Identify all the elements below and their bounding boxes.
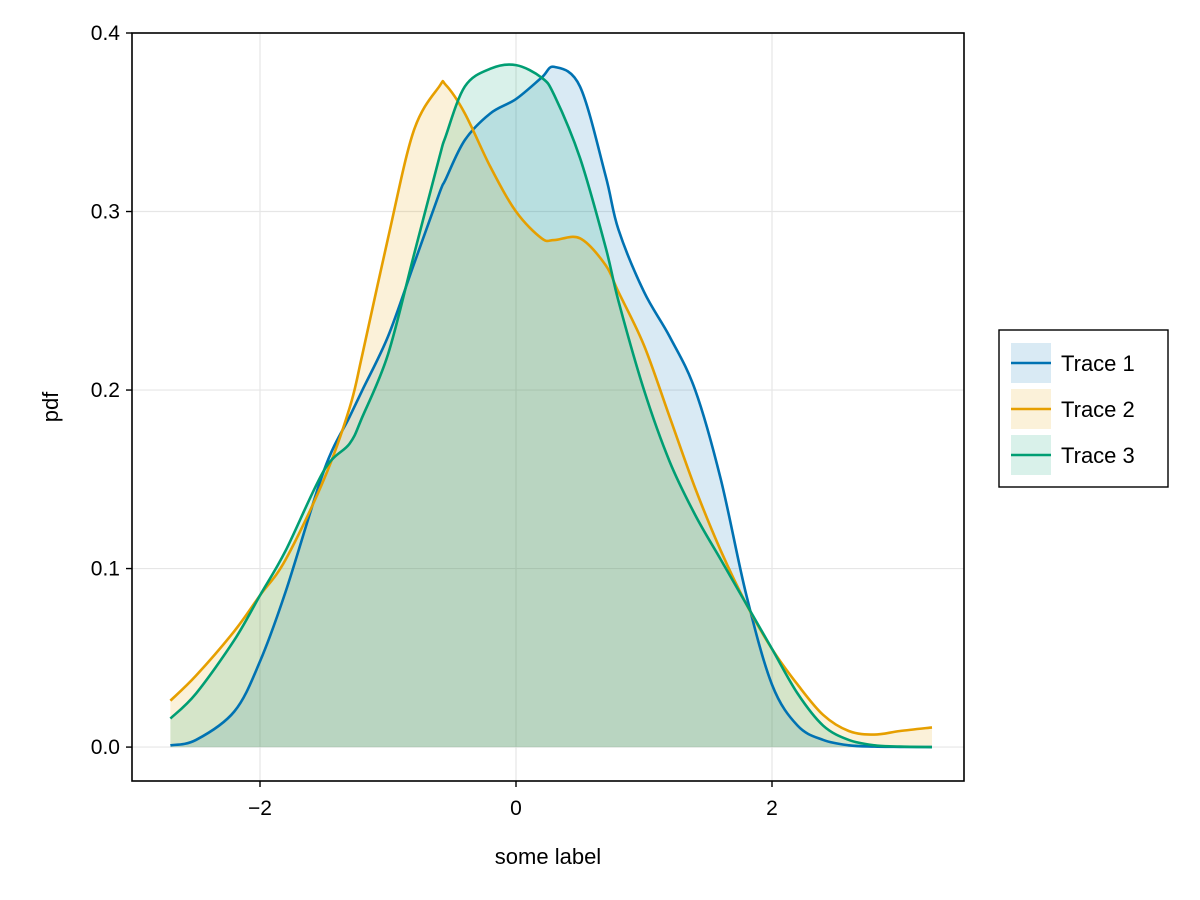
legend-label: Trace 2 [1061, 397, 1135, 422]
series-area-3 [170, 64, 932, 748]
x-tick-label: 2 [766, 797, 778, 820]
y-tick-label: 0.4 [91, 22, 121, 45]
legend-label: Trace 1 [1061, 351, 1135, 376]
y-axis-title: pdf [38, 391, 63, 422]
series-line-2 [169, 79, 933, 736]
y-tick-label: 0.2 [91, 379, 120, 402]
plot-frame [131, 32, 965, 782]
series-line-3 [169, 63, 933, 749]
legend: Trace 1 Trace 2 Trace 3 [998, 329, 1169, 488]
series-lines [169, 63, 933, 749]
x-axis-title: some label [495, 844, 601, 869]
legend-item: Trace 1 [1011, 343, 1135, 383]
y-tick-label: 0.3 [91, 201, 120, 224]
legend-item: Trace 2 [1011, 389, 1135, 429]
axis-ticks: −2 0 2 0.0 0.1 0.2 0.3 0.4 [91, 22, 778, 820]
y-tick-label: 0.1 [91, 558, 120, 581]
x-tick-label: −2 [248, 797, 272, 820]
x-tick-label: 0 [510, 797, 522, 820]
legend-label: Trace 3 [1061, 443, 1135, 468]
y-tick-label: 0.0 [91, 736, 120, 759]
series-area-2 [170, 81, 932, 748]
grid-lines [132, 32, 964, 781]
series-areas [170, 64, 932, 748]
legend-item: Trace 3 [1011, 435, 1135, 475]
